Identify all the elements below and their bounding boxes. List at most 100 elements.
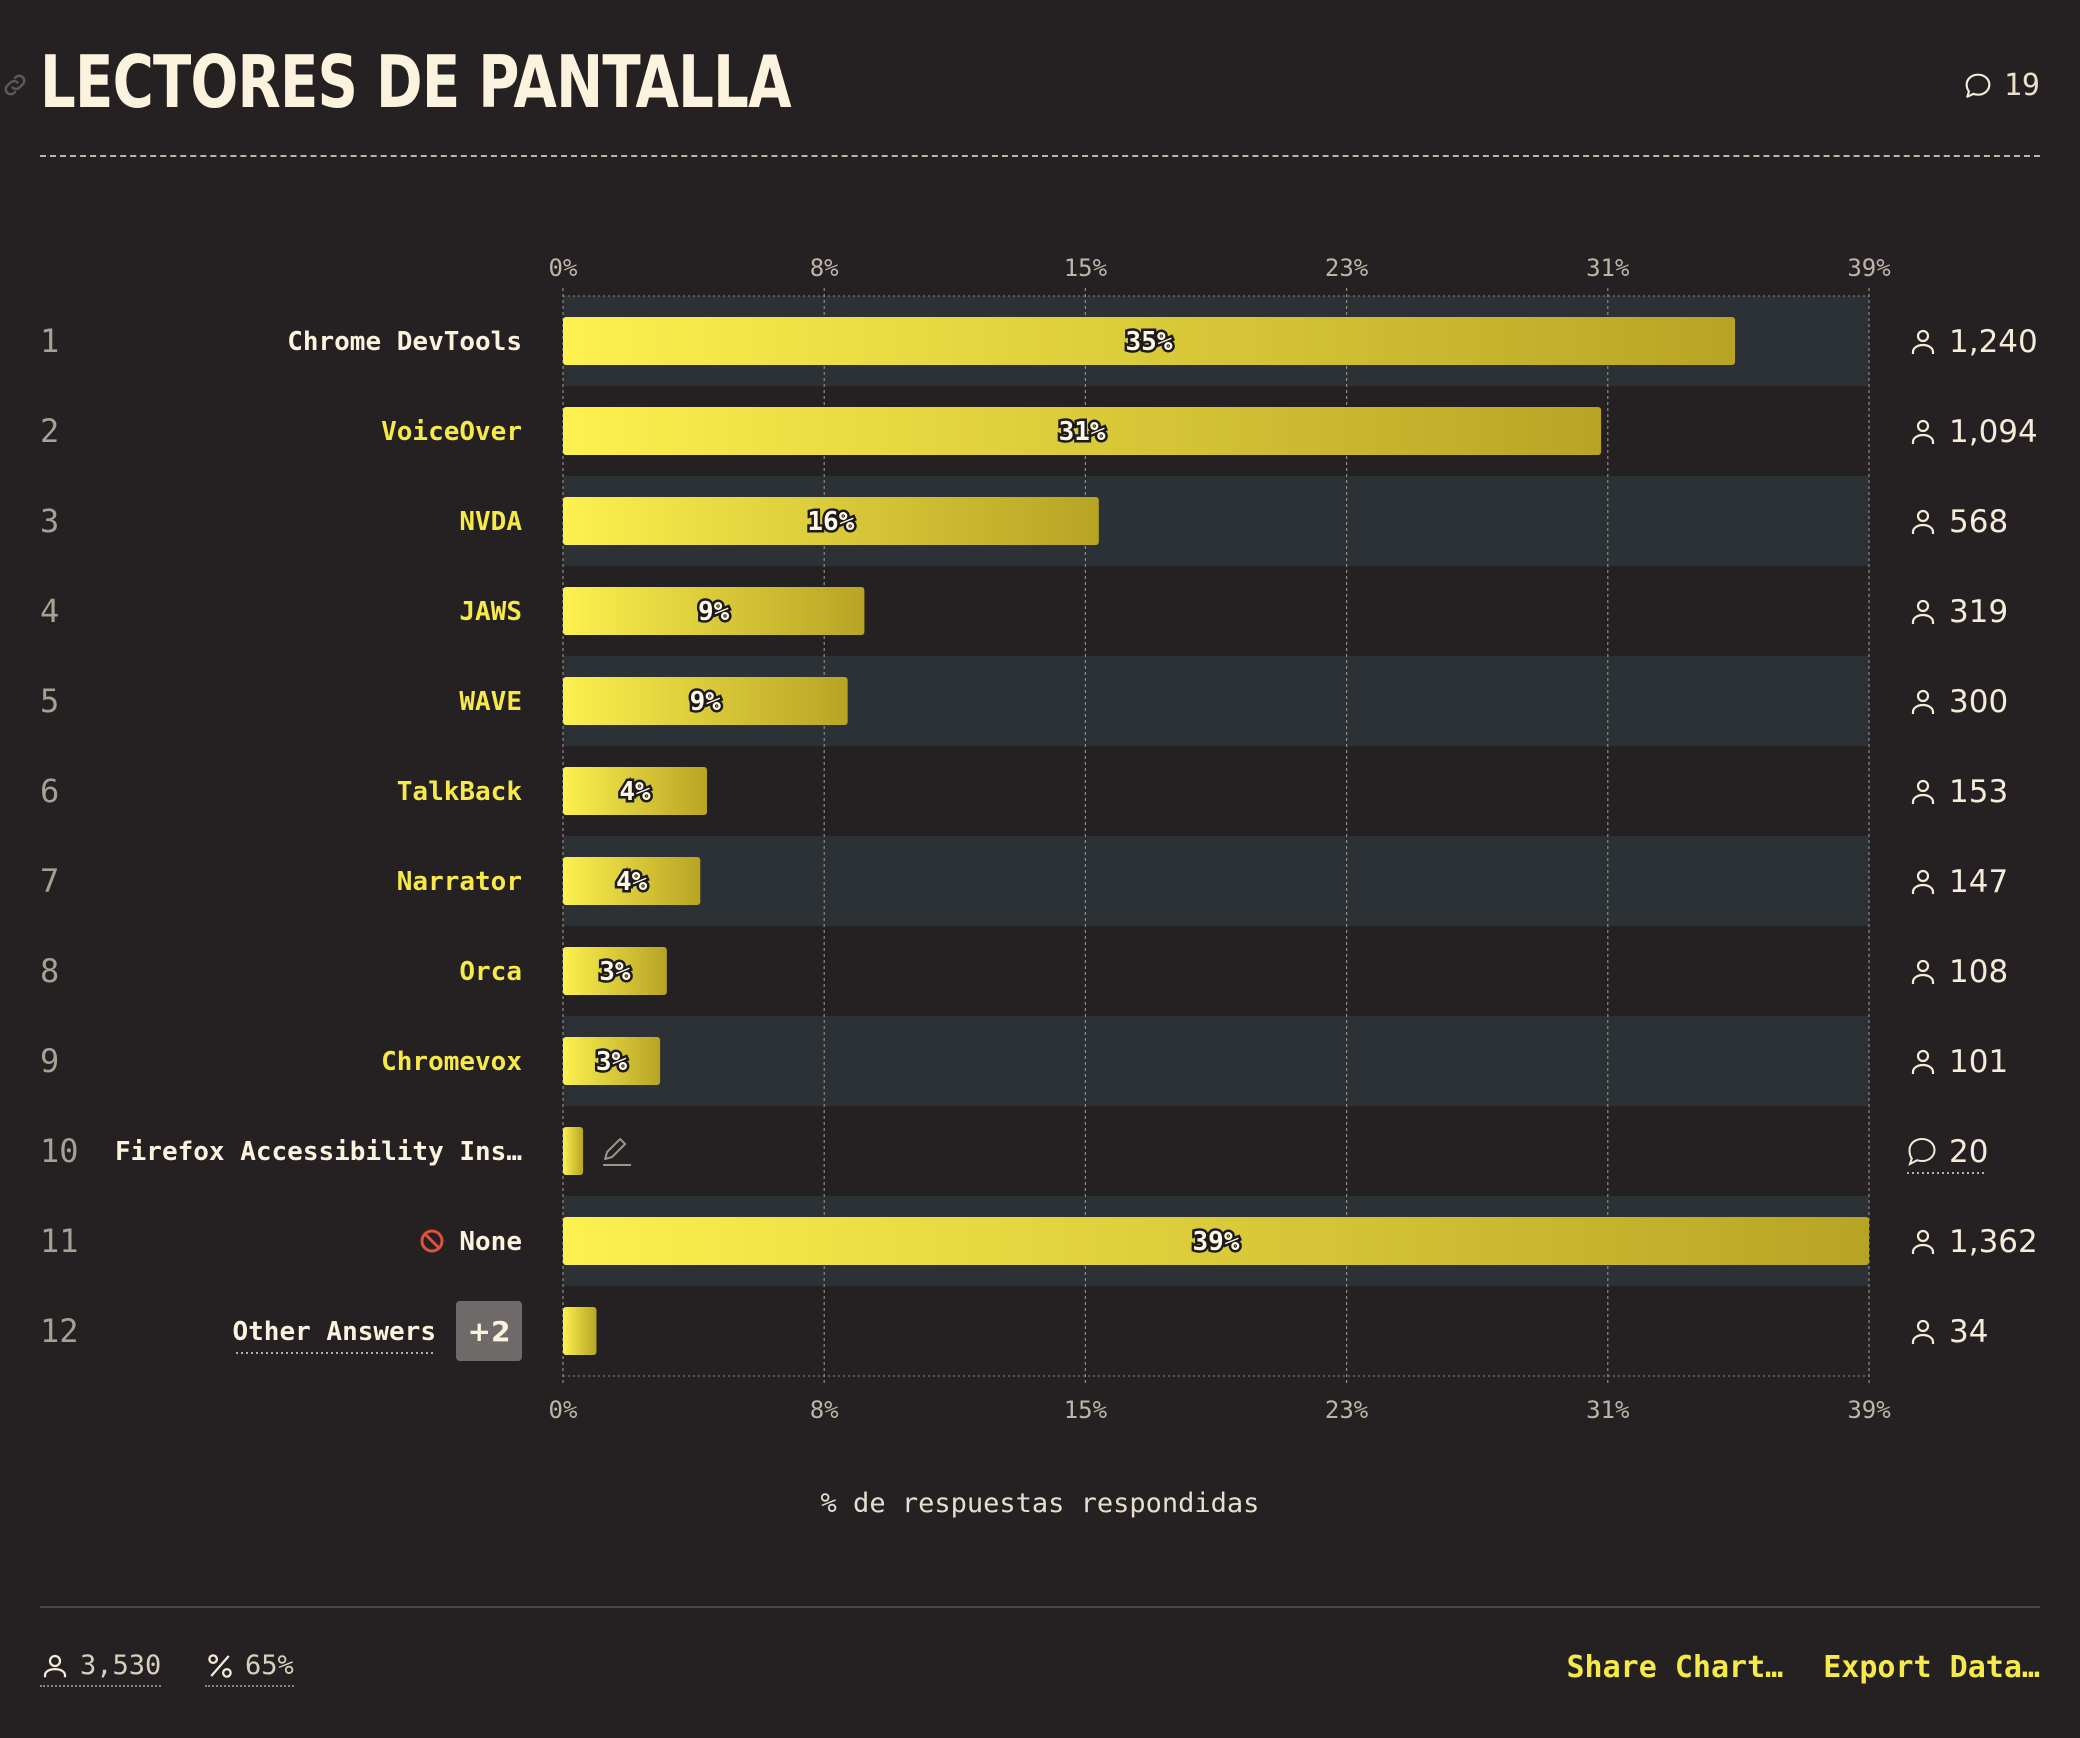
row-label: TalkBack (397, 777, 523, 807)
bar-row[interactable]: 4 JAWS 9% 319 (40, 587, 2008, 635)
row-label: Narrator (397, 867, 522, 897)
bar[interactable] (563, 1037, 661, 1085)
x-tick-label-bottom: 31% (1586, 1396, 1630, 1424)
row-rank: 10 (40, 1132, 79, 1170)
bar-row[interactable]: 6 TalkBack 4% 153 (40, 767, 2008, 815)
no-entry-icon (420, 1229, 444, 1253)
row-count: 568 (1949, 504, 2008, 540)
bar-row[interactable]: 10 Firefox Accessibility Ins… 20 (40, 1127, 1988, 1175)
row-count: 1,240 (1949, 324, 2038, 360)
row-label: Chrome DevTools (287, 327, 522, 357)
person-icon (1911, 869, 1935, 894)
row-count: 101 (1949, 1044, 2008, 1080)
bar[interactable] (563, 857, 701, 905)
row-label[interactable]: Other Answers (233, 1317, 437, 1347)
bar[interactable] (563, 767, 707, 815)
footer-divider (40, 1606, 2040, 1608)
row-count: 153 (1949, 774, 2008, 810)
share-chart-button[interactable]: Share Chart… (1566, 1650, 1784, 1685)
row-rank: 8 (40, 952, 59, 990)
x-tick-label-top: 31% (1586, 254, 1630, 282)
bar-value-label: 3% (596, 1047, 628, 1077)
bar-row[interactable]: 5 WAVE 9% 300 (40, 677, 2008, 725)
row-label: JAWS (459, 597, 522, 627)
bar[interactable] (563, 497, 1099, 545)
bar[interactable] (563, 947, 667, 995)
row-count: 300 (1949, 684, 2008, 720)
bar-row[interactable]: 8 Orca 3% 108 (40, 947, 2008, 995)
percent-icon (208, 1653, 232, 1678)
bar[interactable] (563, 407, 1602, 455)
comment-icon (1965, 73, 1991, 98)
chart-footer: 3,530 65% Share Chart… Export Data… (40, 1650, 2040, 1700)
bar-value-label: 4% (619, 777, 651, 807)
person-icon (1911, 329, 1935, 354)
bar-row[interactable]: 11 None 39% 1,362 (40, 1217, 2038, 1265)
x-tick-label-top: 39% (1847, 254, 1891, 282)
x-tick-label-top: 23% (1325, 254, 1369, 282)
row-rank: 3 (40, 502, 59, 540)
bar[interactable] (563, 1127, 584, 1175)
row-label: VoiceOver (381, 417, 522, 447)
bar-row[interactable]: 3 NVDA 16% 568 (40, 497, 2008, 545)
row-rank: 9 (40, 1042, 59, 1080)
bar-value-label: 16% (807, 507, 854, 537)
person-icon (1911, 599, 1935, 624)
row-count: 20 (1949, 1134, 1988, 1170)
row-count: 147 (1949, 864, 2008, 900)
x-tick-label-bottom: 8% (810, 1396, 839, 1424)
bar-row[interactable]: 12 +2 Other Answers 34 (40, 1301, 1988, 1361)
edit-icon[interactable] (603, 1138, 632, 1166)
bar-value-label: 39% (1193, 1227, 1240, 1257)
bar-value-label: 35% (1126, 327, 1173, 357)
page-title: LECTORES DE PANTALLA (40, 40, 792, 124)
row-count: 319 (1949, 594, 2008, 630)
percent-answered[interactable]: 65% (205, 1650, 294, 1687)
person-icon (1911, 419, 1935, 444)
total-respondents-value: 3,530 (80, 1650, 162, 1681)
x-tick-label-bottom: 0% (549, 1396, 578, 1424)
bar-row[interactable]: 1 Chrome DevTools 35% 1,240 (40, 317, 2038, 365)
person-icon (1911, 779, 1935, 804)
bar-row[interactable]: 2 VoiceOver 31% 1,094 (40, 407, 2038, 455)
row-count: 108 (1949, 954, 2008, 990)
row-count: 1,094 (1949, 414, 2038, 450)
bar[interactable] (563, 317, 1736, 365)
bar-value-label: 3% (599, 957, 631, 987)
x-tick-label-bottom: 23% (1325, 1396, 1369, 1424)
total-respondents[interactable]: 3,530 (40, 1650, 162, 1687)
bar-chart: 0%0%8%8%15%15%23%23%31%31%39%39%1 Chrome … (40, 254, 2038, 1424)
bar-row[interactable]: 7 Narrator 4% 147 (40, 857, 2008, 905)
x-tick-label-bottom: 15% (1064, 1396, 1108, 1424)
bar-row[interactable]: 9 Chromevox 3% 101 (40, 1037, 2008, 1085)
person-icon (1911, 1229, 1935, 1254)
row-rank: 1 (40, 322, 59, 360)
row-label: WAVE (459, 687, 522, 717)
row-rank: 2 (40, 412, 59, 450)
row-label: Orca (459, 957, 522, 987)
row-rank: 12 (40, 1312, 79, 1350)
percent-answered-value: 65% (245, 1650, 294, 1681)
comments-button[interactable]: 19 (1962, 68, 2040, 103)
person-icon (1911, 509, 1935, 534)
comment-count: 19 (2003, 68, 2040, 103)
bar[interactable] (563, 677, 848, 725)
row-band (563, 1016, 1869, 1106)
row-label: NVDA (459, 507, 522, 537)
row-rank: 7 (40, 862, 59, 900)
person-icon (1911, 1319, 1935, 1344)
comment-icon (1908, 1137, 1936, 1167)
bar-value-label: 9% (698, 597, 730, 627)
bar-value-label: 31% (1059, 417, 1106, 447)
link-icon[interactable] (0, 70, 30, 100)
bar[interactable] (563, 587, 865, 635)
row-band (563, 836, 1869, 926)
export-data-button[interactable]: Export Data… (1823, 1650, 2040, 1685)
row-label: Firefox Accessibility Ins… (115, 1137, 522, 1167)
bar[interactable] (563, 1217, 1869, 1265)
row-count: 34 (1949, 1314, 1988, 1350)
bar[interactable] (563, 1307, 597, 1355)
other-answers-badge[interactable] (456, 1301, 522, 1361)
x-tick-label-top: 0% (549, 254, 578, 282)
chart-header: LECTORES DE PANTALLA 19 (4, 40, 2040, 160)
